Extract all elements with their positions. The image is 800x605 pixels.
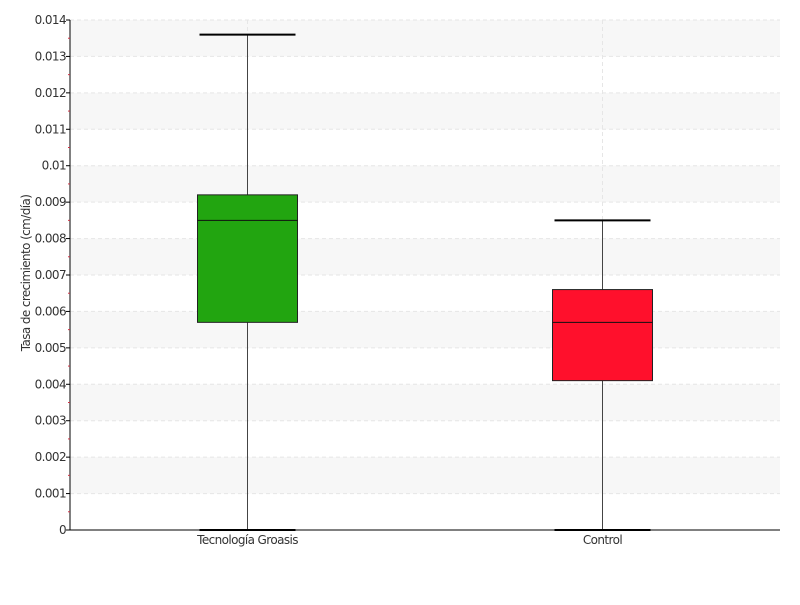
box-body bbox=[552, 289, 653, 382]
y-tick-label: 0.014 bbox=[35, 13, 66, 27]
y-tick-label: 0.01 bbox=[42, 159, 66, 173]
y-axis-ticks: 0 0.001 0.002 0.003 0.004 0.005 0.006 0.007 0.00… bbox=[35, 13, 70, 537]
box-body bbox=[197, 194, 298, 323]
category-labels: Tecnología Groasis Control bbox=[196, 533, 623, 547]
grid-band bbox=[70, 384, 780, 421]
y-tick-label: 0.007 bbox=[35, 268, 66, 282]
grid-band bbox=[70, 238, 780, 275]
category-label: Tecnología Groasis bbox=[196, 533, 298, 547]
grid-band bbox=[70, 457, 780, 494]
y-tick-label: 0.011 bbox=[35, 122, 66, 136]
y-tick-label: 0.008 bbox=[35, 232, 66, 246]
y-tick-label: 0.013 bbox=[35, 49, 66, 63]
y-tick-label: 0.012 bbox=[35, 86, 66, 100]
boxes bbox=[197, 33, 653, 531]
background-bands bbox=[70, 20, 780, 494]
y-tick-label: 0.006 bbox=[35, 304, 66, 318]
y-tick-label: 0 bbox=[59, 523, 66, 537]
box-group bbox=[552, 219, 653, 531]
grid-band bbox=[70, 165, 780, 203]
y-tick-label: 0.005 bbox=[35, 341, 66, 355]
y-tick-label: 0.009 bbox=[35, 195, 66, 209]
grid-band bbox=[70, 311, 780, 348]
y-tick-label: 0.002 bbox=[35, 450, 66, 464]
y-tick-label: 0.001 bbox=[35, 487, 66, 501]
grid-band bbox=[70, 92, 780, 130]
y-tick-label: 0.003 bbox=[35, 414, 66, 428]
y-axis-title: Tasa de crecimiento (cm/día) bbox=[19, 195, 33, 353]
y-tick-label: 0.004 bbox=[35, 377, 66, 391]
box-group bbox=[197, 33, 298, 531]
grid-band bbox=[70, 20, 780, 57]
category-label: Control bbox=[583, 533, 622, 547]
